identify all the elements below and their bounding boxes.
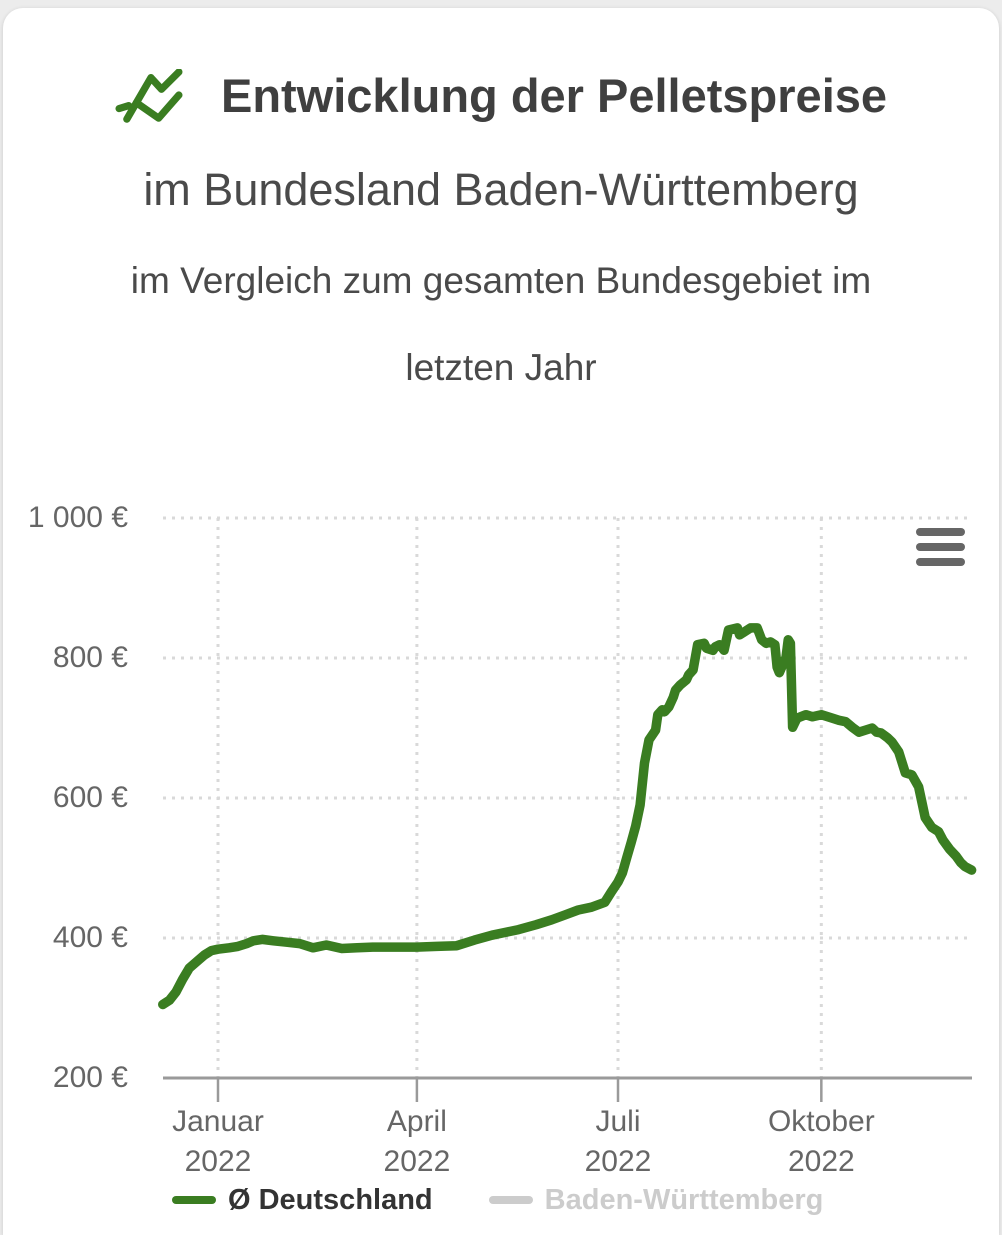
page-title: Entwicklung der Pelletspreise	[220, 69, 888, 122]
chart-context-menu-button[interactable]	[916, 528, 965, 566]
y-axis-label: 200 €	[52, 1061, 128, 1094]
chart-subtitle-comparison: im Vergleich zum gesamten Bundesgebiet i…	[130, 260, 872, 301]
x-axis-label-line: Juli	[595, 1105, 641, 1138]
hamburger-menu-icon	[916, 558, 965, 566]
legend-label: Baden-Württemberg	[544, 1183, 824, 1216]
x-axis-label-line: 2022	[184, 1145, 252, 1178]
y-axis-label: 1 000 €	[27, 501, 128, 534]
x-axis-label-line: Januar	[172, 1105, 264, 1138]
chart-card	[3, 8, 999, 1235]
legend-item-baden-w-rttemberg[interactable]: Baden-Württemberg	[488, 1183, 824, 1217]
x-axis-label-line: 2022	[383, 1145, 451, 1178]
x-axis-label-line: April	[386, 1105, 447, 1138]
legend-item--deutschland[interactable]: Ø Deutschland	[172, 1184, 433, 1217]
x-axis-label: Januar 2022	[118, 1102, 318, 1182]
y-axis-label: 600 €	[52, 781, 128, 814]
x-axis-label-line: 2022	[584, 1145, 652, 1178]
hamburger-menu-icon	[916, 543, 965, 551]
chart-subtitle-period: letzten Jahr	[405, 347, 597, 388]
legend-swatch	[172, 1196, 216, 1204]
x-axis-label-line: Oktober	[767, 1105, 875, 1138]
legend-label: Ø Deutschland	[228, 1183, 433, 1216]
y-axis-label: 800 €	[52, 641, 128, 674]
x-axis-label: Oktober 2022	[721, 1102, 921, 1182]
x-axis-label: Juli 2022	[518, 1102, 718, 1182]
y-axis-label: 400 €	[52, 921, 128, 954]
x-axis-label: April 2022	[317, 1102, 517, 1182]
legend-swatch	[488, 1196, 533, 1204]
price-line--deutschland	[158, 623, 977, 1010]
x-axis-label-line: 2022	[787, 1145, 855, 1178]
chart-legend: Ø Deutschland Baden-Württemberg	[172, 1178, 823, 1222]
chart-subtitle-region: im Bundesland Baden-Württemberg	[143, 164, 859, 215]
hamburger-menu-icon	[916, 528, 965, 536]
chart-header: Entwicklung der Pelletspreise	[0, 68, 1002, 124]
trend-line-icon	[115, 69, 183, 123]
